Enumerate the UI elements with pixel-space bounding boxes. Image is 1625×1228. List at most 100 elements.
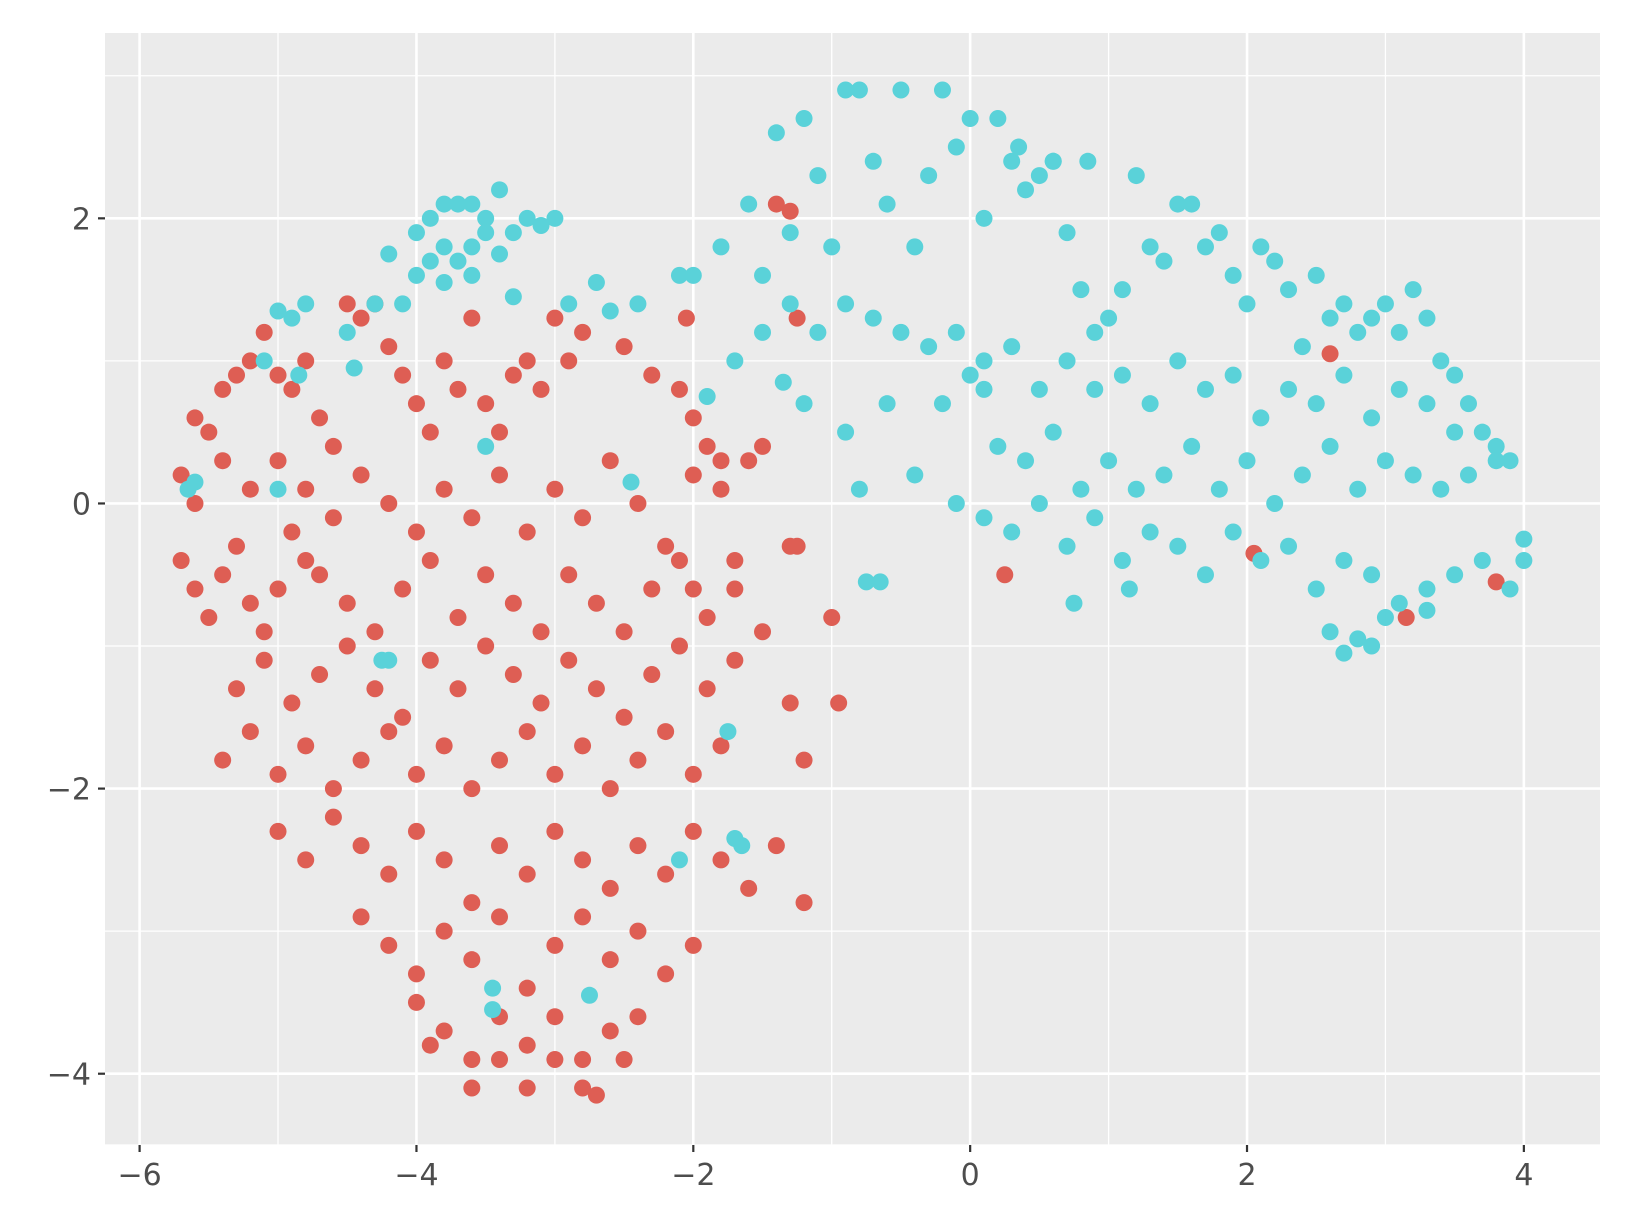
data-point [532, 380, 550, 398]
data-point [1266, 252, 1284, 270]
data-point [1501, 452, 1519, 470]
data-point [795, 894, 813, 912]
series-1 [179, 81, 1533, 1019]
y-tick-label: −4 [47, 1058, 91, 1093]
data-point [366, 295, 384, 313]
data-point [1397, 609, 1415, 627]
data-point [643, 366, 661, 384]
data-point [1349, 323, 1367, 341]
data-point [463, 509, 481, 527]
data-point [435, 737, 453, 755]
x-tick-label: −6 [117, 1158, 161, 1193]
data-point [698, 388, 716, 406]
data-point [657, 865, 675, 883]
data-point [1003, 523, 1021, 541]
data-point [311, 409, 329, 427]
data-point [726, 352, 744, 370]
data-point [1335, 644, 1353, 662]
data-point [380, 723, 398, 741]
data-point [297, 480, 315, 498]
data-point [684, 765, 702, 783]
data-point [1030, 167, 1048, 185]
data-point [1418, 395, 1436, 413]
data-point [407, 822, 425, 840]
data-point [1127, 167, 1145, 185]
data-point [421, 252, 439, 270]
data-point [1113, 281, 1131, 299]
data-point [255, 352, 273, 370]
data-point [518, 723, 536, 741]
data-point [214, 452, 232, 470]
data-point [878, 395, 896, 413]
data-point [629, 494, 647, 512]
data-point [407, 965, 425, 983]
data-point [629, 1008, 647, 1026]
data-point [532, 216, 550, 234]
data-point [421, 651, 439, 669]
data-point [809, 323, 827, 341]
data-point [491, 245, 509, 263]
data-point [1335, 551, 1353, 569]
data-point [435, 480, 453, 498]
data-point [1307, 580, 1325, 598]
data-point [574, 1050, 592, 1068]
data-point [200, 423, 218, 441]
data-point [484, 979, 502, 997]
data-point [1079, 152, 1097, 170]
data-point [837, 295, 855, 313]
data-point [269, 366, 287, 384]
data-point [463, 780, 481, 798]
data-point [1376, 452, 1394, 470]
data-point [830, 694, 848, 712]
data-point [767, 124, 785, 142]
data-point [491, 1050, 509, 1068]
data-point [712, 737, 730, 755]
data-point [947, 138, 965, 156]
data-point [269, 302, 287, 320]
data-point [1473, 423, 1491, 441]
data-point [407, 523, 425, 541]
data-point [892, 81, 910, 99]
data-point [546, 480, 564, 498]
data-point [781, 694, 799, 712]
data-point [324, 437, 342, 455]
data-point [560, 352, 578, 370]
data-point [837, 423, 855, 441]
data-points [172, 81, 1533, 1104]
data-point [435, 922, 453, 940]
data-point [864, 152, 882, 170]
data-point [920, 167, 938, 185]
data-point [297, 851, 315, 869]
data-point [1252, 238, 1270, 256]
data-point [1003, 152, 1021, 170]
data-point [1183, 195, 1201, 213]
data-point [1044, 423, 1062, 441]
data-point [933, 395, 951, 413]
data-point [1100, 452, 1118, 470]
data-point [684, 580, 702, 598]
data-point [837, 81, 855, 99]
data-point [1113, 366, 1131, 384]
data-point [657, 537, 675, 555]
data-point [1376, 295, 1394, 313]
data-point [587, 273, 605, 291]
data-point [269, 822, 287, 840]
data-point [407, 395, 425, 413]
data-point [622, 473, 640, 491]
data-point [449, 680, 467, 698]
data-point [421, 1036, 439, 1054]
data-point [1266, 494, 1284, 512]
y-tick-label: −2 [47, 773, 91, 808]
data-point [352, 837, 370, 855]
data-point [1446, 366, 1464, 384]
data-point [1349, 480, 1367, 498]
data-point [1065, 594, 1083, 612]
data-point [435, 352, 453, 370]
data-point [290, 366, 308, 384]
data-point [629, 922, 647, 940]
data-point [518, 865, 536, 883]
data-point [1224, 523, 1242, 541]
data-point [463, 309, 481, 327]
data-point [560, 566, 578, 584]
data-point [1459, 395, 1477, 413]
